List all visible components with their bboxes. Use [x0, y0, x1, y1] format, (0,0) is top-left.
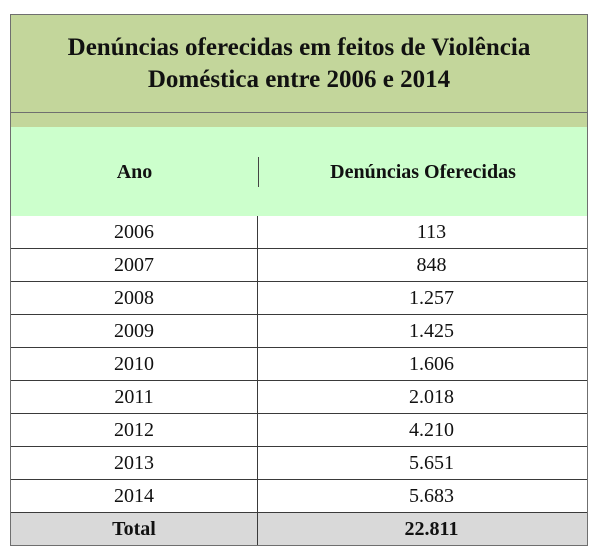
- value-cell: 4.210: [409, 418, 454, 441]
- table-title: Denúncias oferecidas em feitos de Violên…: [11, 15, 587, 113]
- table-row: 2007 848: [11, 249, 587, 282]
- year-cell: 2007: [11, 249, 258, 281]
- year-cell: 2009: [11, 315, 258, 347]
- table-body: 2006 113 2007 848 2008 1.257 2009 1.425 …: [11, 216, 587, 545]
- column-divider: [258, 157, 259, 187]
- table-row: 2009 1.425: [11, 315, 587, 348]
- column-header-band: [11, 127, 587, 216]
- value-cell: 1.257: [409, 286, 454, 309]
- table-row: 2011 2.018: [11, 381, 587, 414]
- data-table: Denúncias oferecidas em feitos de Violên…: [10, 14, 588, 546]
- table-row: 2008 1.257: [11, 282, 587, 315]
- year-cell: 2013: [11, 447, 258, 479]
- value-cell: 1.606: [409, 352, 454, 375]
- title-spacer: [11, 113, 587, 127]
- table-title-line-2: Doméstica entre 2006 e 2014: [147, 65, 451, 93]
- table-row: 2012 4.210: [11, 414, 587, 447]
- year-cell: 2010: [11, 348, 258, 380]
- total-value: 22.811: [404, 517, 459, 540]
- table-row: 2013 5.651: [11, 447, 587, 480]
- year-cell: 2006: [11, 216, 258, 248]
- value-cell: 5.651: [409, 451, 454, 474]
- year-cell: 2011: [11, 381, 258, 413]
- value-cell: 1.425: [409, 319, 454, 342]
- value-cell: 2.018: [409, 385, 454, 408]
- year-cell: 2014: [11, 480, 258, 512]
- total-row: Total 22.811: [11, 513, 587, 545]
- value-cell: 113: [416, 220, 447, 243]
- value-cell: 848: [416, 253, 447, 276]
- column-header-denuncias: Denúncias Oferecidas: [330, 160, 516, 183]
- value-cell: 5.683: [409, 484, 454, 507]
- total-label: Total: [11, 513, 258, 545]
- table-row: 2010 1.606: [11, 348, 587, 381]
- year-cell: 2012: [11, 414, 258, 446]
- table-row: 2006 113: [11, 216, 587, 249]
- table-row: 2014 5.683: [11, 480, 587, 513]
- year-cell: 2008: [11, 282, 258, 314]
- table-title-line-1: Denúncias oferecidas em feitos de Violên…: [67, 33, 531, 61]
- column-header-year: Ano: [116, 160, 153, 183]
